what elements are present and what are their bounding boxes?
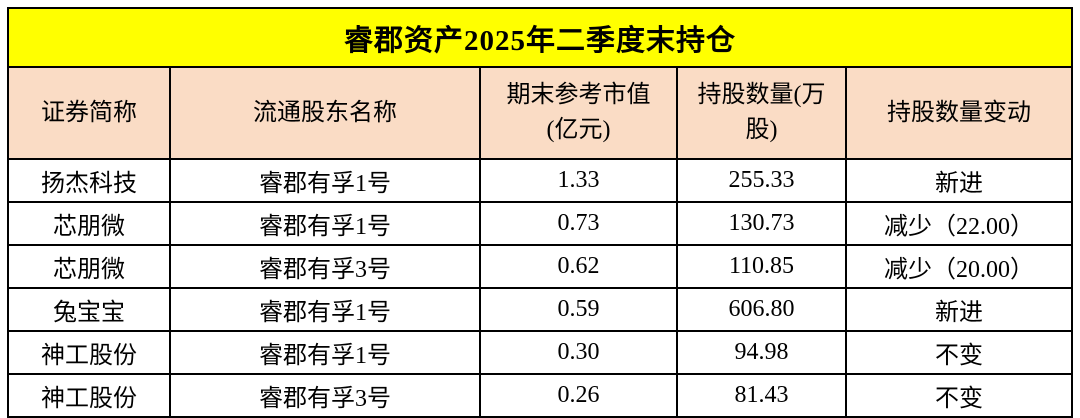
cell-share-count: 130.73 [676, 201, 847, 246]
cell-share-change: 新进 [844, 287, 1074, 332]
cell-stock-name: 芯朋微 [7, 201, 171, 246]
column-header-label-line1: 期末参考市值 [506, 82, 651, 109]
cell-shareholder-name: 睿郡有孚1号 [169, 201, 481, 246]
table-row: 兔宝宝 睿郡有孚1号 0.59 606.80 新进 [7, 287, 1074, 332]
column-header-label: 证券简称 [41, 99, 137, 126]
cell-shareholder-name: 睿郡有孚1号 [169, 158, 481, 203]
table-header-row: 证券简称 流通股东名称 期末参考市值 (亿元) 持股数量(万 股) 持股数量变动 [7, 66, 1074, 160]
cell-share-count: 110.85 [676, 244, 847, 289]
column-header-label-line2: (亿元) [546, 117, 611, 143]
cell-stock-name: 兔宝宝 [7, 287, 171, 332]
column-header-label-line2: 股) [745, 117, 778, 143]
column-header-share-change: 持股数量变动 [844, 66, 1074, 160]
cell-market-value: 0.30 [479, 330, 678, 375]
cell-share-change: 不变 [844, 373, 1074, 418]
cell-share-count: 81.43 [676, 373, 847, 418]
table-row: 神工股份 睿郡有孚3号 0.26 81.43 不变 [7, 373, 1074, 418]
cell-stock-name: 扬杰科技 [7, 158, 171, 203]
column-header-share-count: 持股数量(万 股) [676, 66, 847, 160]
cell-stock-name: 芯朋微 [7, 244, 171, 289]
cell-market-value: 0.26 [479, 373, 678, 418]
table-title: 睿郡资产2025年二季度末持仓 [6, 7, 1074, 68]
cell-market-value: 0.62 [479, 244, 678, 289]
cell-market-value: 1.33 [479, 158, 678, 203]
column-header-label: 持股数量变动 [887, 99, 1032, 126]
cell-shareholder-name: 睿郡有孚1号 [169, 287, 481, 332]
cell-stock-name: 神工股份 [7, 330, 171, 375]
cell-market-value: 0.73 [479, 201, 678, 246]
holdings-table-image: 睿郡资产2025年二季度末持仓 证券简称 流通股东名称 期末参考市值 (亿元) … [6, 7, 1074, 418]
holdings-table: 睿郡资产2025年二季度末持仓 证券简称 流通股东名称 期末参考市值 (亿元) … [6, 7, 1074, 418]
cell-market-value: 0.59 [479, 287, 678, 332]
cell-share-change: 减少（22.00） [844, 201, 1074, 246]
column-header-label: 流通股东名称 [253, 99, 397, 126]
table-row: 扬杰科技 睿郡有孚1号 1.33 255.33 新进 [7, 158, 1074, 203]
table-row: 神工股份 睿郡有孚1号 0.30 94.98 不变 [7, 330, 1074, 375]
column-header-market-value: 期末参考市值 (亿元) [479, 66, 678, 160]
cell-share-change: 减少（20.00） [844, 244, 1074, 289]
cell-share-change: 不变 [844, 330, 1074, 375]
cell-shareholder-name: 睿郡有孚3号 [169, 244, 481, 289]
cell-share-count: 94.98 [676, 330, 847, 375]
cell-share-count: 255.33 [676, 158, 847, 203]
table-row: 芯朋微 睿郡有孚3号 0.62 110.85 减少（20.00） [7, 244, 1074, 289]
table-title-row: 睿郡资产2025年二季度末持仓 [6, 7, 1074, 68]
column-header-shareholder-name: 流通股东名称 [169, 66, 481, 160]
table-row: 芯朋微 睿郡有孚1号 0.73 130.73 减少（22.00） [7, 201, 1074, 246]
cell-share-change: 新进 [844, 158, 1074, 203]
cell-share-count: 606.80 [676, 287, 847, 332]
cell-stock-name: 神工股份 [7, 373, 171, 418]
cell-shareholder-name: 睿郡有孚1号 [169, 330, 481, 375]
cell-shareholder-name: 睿郡有孚3号 [169, 373, 481, 418]
column-header-label-line1: 持股数量(万 [697, 82, 826, 109]
column-header-stock-name: 证券简称 [7, 66, 171, 160]
